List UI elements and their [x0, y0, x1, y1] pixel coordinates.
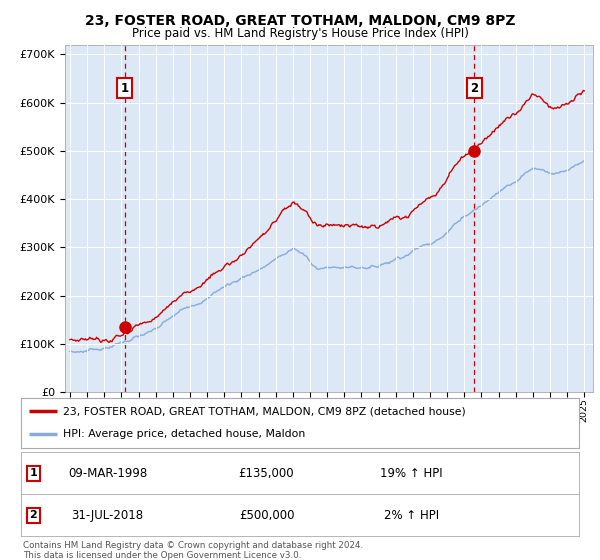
Text: 31-JUL-2018: 31-JUL-2018	[71, 509, 143, 522]
Text: £135,000: £135,000	[239, 467, 295, 480]
Text: 1: 1	[29, 469, 37, 478]
Text: Contains HM Land Registry data © Crown copyright and database right 2024.
This d: Contains HM Land Registry data © Crown c…	[23, 541, 363, 560]
Text: 09-MAR-1998: 09-MAR-1998	[68, 467, 147, 480]
Text: 23, FOSTER ROAD, GREAT TOTHAM, MALDON, CM9 8PZ (detached house): 23, FOSTER ROAD, GREAT TOTHAM, MALDON, C…	[63, 406, 466, 416]
Text: 23, FOSTER ROAD, GREAT TOTHAM, MALDON, CM9 8PZ: 23, FOSTER ROAD, GREAT TOTHAM, MALDON, C…	[85, 14, 515, 28]
Text: 1: 1	[121, 82, 128, 95]
Text: 2: 2	[29, 511, 37, 520]
Text: £500,000: £500,000	[239, 509, 294, 522]
Text: Price paid vs. HM Land Registry's House Price Index (HPI): Price paid vs. HM Land Registry's House …	[131, 27, 469, 40]
Text: HPI: Average price, detached house, Maldon: HPI: Average price, detached house, Mald…	[63, 429, 305, 439]
Text: 2% ↑ HPI: 2% ↑ HPI	[384, 509, 439, 522]
Text: 2: 2	[470, 82, 478, 95]
Text: 19% ↑ HPI: 19% ↑ HPI	[380, 467, 443, 480]
